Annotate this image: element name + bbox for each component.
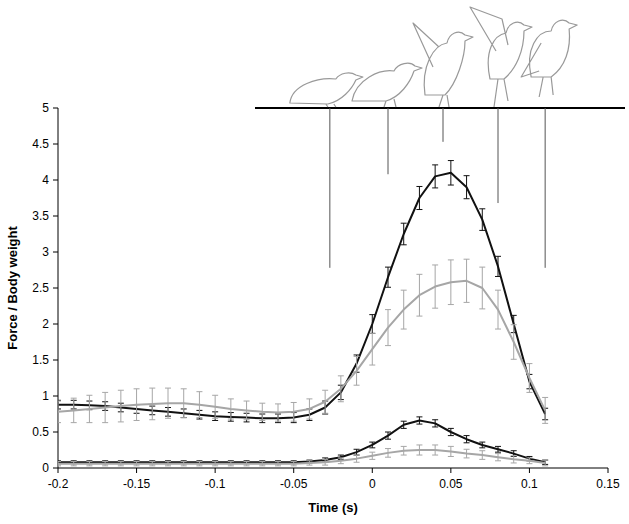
y-tick [53, 180, 58, 181]
phase-line [498, 108, 499, 203]
bird-illustration [255, 7, 625, 108]
plot-area [58, 161, 548, 466]
bird [352, 63, 422, 107]
x-tick-label: -0.1 [205, 477, 226, 491]
x-axis [58, 468, 608, 469]
ground-line [255, 107, 625, 109]
y-tick-label: 2.5 [32, 281, 49, 295]
x-tick [372, 468, 373, 473]
y-tick-label: 5 [42, 101, 49, 115]
phase-line [545, 108, 546, 268]
x-tick-label: -0.2 [48, 477, 69, 491]
y-tick [53, 216, 58, 217]
bird [413, 23, 473, 107]
phase-line [329, 108, 330, 268]
bird [290, 73, 363, 107]
x-tick [529, 468, 530, 473]
y-axis-label: Force / Body weight [5, 226, 20, 350]
y-tick [53, 288, 58, 289]
phase-line [443, 108, 444, 142]
bird [521, 20, 577, 97]
y-tick [53, 468, 58, 469]
y-tick [53, 324, 58, 325]
series-line [58, 420, 545, 462]
y-tick-label: 1 [42, 389, 49, 403]
y-tick [53, 432, 58, 433]
series [58, 417, 548, 465]
series [58, 161, 548, 423]
x-tick-label: 0 [369, 477, 376, 491]
y-tick [53, 108, 58, 109]
y-tick-label: 0.5 [32, 425, 49, 439]
x-tick [215, 468, 216, 473]
y-tick-label: 0 [42, 461, 49, 475]
x-tick [450, 468, 451, 473]
x-tick [58, 468, 59, 473]
phase-line [388, 108, 389, 174]
y-tick-label: 2 [42, 317, 49, 331]
x-tick [136, 468, 137, 473]
series [58, 259, 548, 423]
x-tick-label: -0.15 [123, 477, 151, 491]
series-line [58, 173, 545, 419]
x-tick-label: 0.05 [439, 477, 463, 491]
y-tick [53, 252, 58, 253]
x-tick-label: -0.05 [280, 477, 308, 491]
y-tick [53, 360, 58, 361]
chart: 0 0.5 1 1.5 2 2.5 3 3.5 4 4.5 5 -0.2 -0.15 -0.1 -0.05 0… [0, 0, 629, 524]
series-line [58, 281, 545, 413]
x-tick [608, 468, 609, 473]
x-tick-label: 0.1 [521, 477, 538, 491]
x-axis-label: Time (s) [308, 500, 358, 515]
y-tick-label: 3.5 [32, 209, 49, 223]
y-tick-label: 4.5 [32, 137, 49, 151]
y-tick [53, 396, 58, 397]
x-tick [293, 468, 294, 473]
y-tick-label: 3 [42, 245, 49, 259]
y-tick-label: 4 [42, 173, 49, 187]
x-tick-label: 0.15 [596, 477, 620, 491]
y-tick-label: 1.5 [32, 353, 49, 367]
series [58, 445, 548, 466]
bird [470, 7, 532, 107]
error-bar [542, 397, 548, 423]
series-line [58, 450, 545, 464]
y-tick [53, 144, 58, 145]
